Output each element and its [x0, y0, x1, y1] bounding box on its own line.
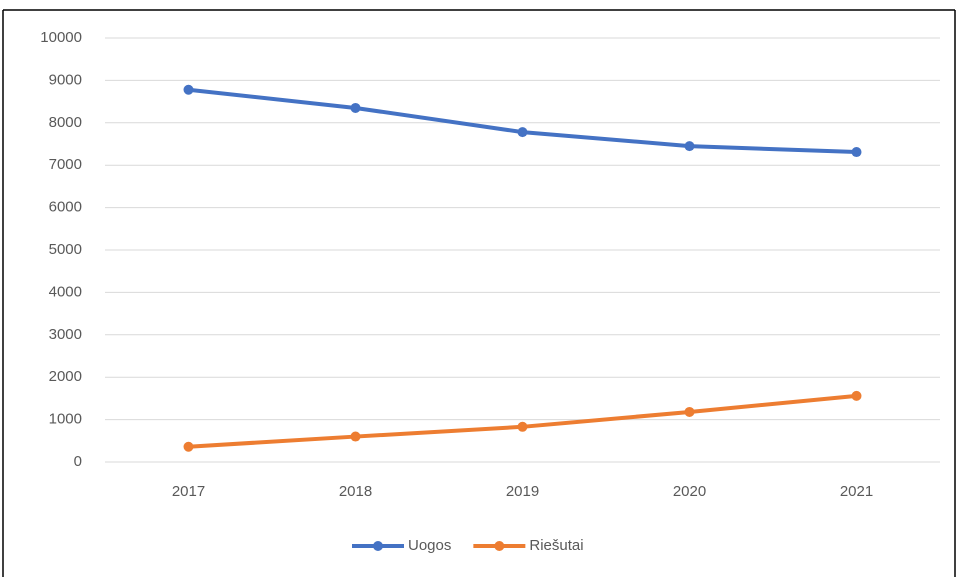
- x-tick-label: 2017: [172, 483, 205, 500]
- y-tick-label: 8000: [49, 114, 82, 131]
- y-tick-label: 2000: [49, 368, 82, 385]
- y-tick-label: 7000: [49, 156, 82, 173]
- data-point: [851, 147, 862, 158]
- y-tick-label: 5000: [49, 241, 82, 258]
- data-point: [684, 141, 695, 152]
- y-tick-label: 4000: [49, 283, 82, 300]
- x-tick-label: 2020: [673, 483, 706, 500]
- series-line: [188, 87, 857, 155]
- x-tick-label: 2019: [506, 483, 539, 500]
- x-tick-label: 2018: [339, 483, 372, 500]
- y-tick-label: 9000: [49, 71, 82, 88]
- y-tick-label: 6000: [49, 199, 82, 216]
- data-point: [517, 127, 528, 138]
- data-point: [350, 102, 361, 113]
- y-tick-label: 10000: [40, 29, 82, 46]
- data-point: [183, 441, 194, 452]
- legend-marker: [373, 541, 383, 551]
- x-tick-label: 2021: [840, 483, 873, 500]
- legend-label: Riešutai: [529, 537, 583, 554]
- y-tick-label: 3000: [49, 326, 82, 343]
- series-line: [188, 393, 857, 449]
- legend-marker: [494, 541, 505, 551]
- data-point: [517, 421, 528, 432]
- data-point: [350, 431, 361, 442]
- legend-label: Uogos: [408, 537, 451, 554]
- data-point: [183, 84, 194, 95]
- data-point: [684, 406, 695, 417]
- data-point: [851, 390, 862, 401]
- y-tick-label: 0: [74, 453, 82, 470]
- y-tick-label: 1000: [49, 411, 82, 428]
